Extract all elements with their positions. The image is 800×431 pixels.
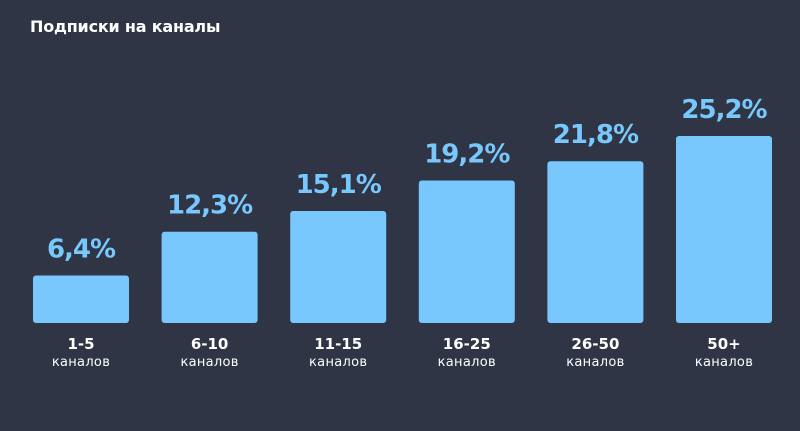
bar-6-10 xyxy=(161,231,258,323)
category-label: 26-50 xyxy=(571,335,619,353)
value-label: 15,1% xyxy=(296,170,382,200)
value-label: 6,4% xyxy=(47,235,116,265)
category-unit-label: каналов xyxy=(695,355,753,370)
value-label: 25,2% xyxy=(681,95,767,125)
category-unit-label: каналов xyxy=(309,355,367,370)
category-unit-label: каналов xyxy=(566,355,624,370)
category-unit-label: каналов xyxy=(180,355,238,370)
category-label: 6-10 xyxy=(191,335,229,353)
value-label: 21,8% xyxy=(553,120,639,150)
bar-16-25 xyxy=(418,180,515,323)
category-unit-label: каналов xyxy=(52,355,110,370)
value-label: 12,3% xyxy=(167,191,253,221)
bar-50+ xyxy=(676,136,772,323)
bar-11-15 xyxy=(290,210,387,323)
value-label: 19,2% xyxy=(424,140,510,170)
bar-1-5 xyxy=(33,275,129,323)
category-label: 16-25 xyxy=(443,335,491,353)
category-unit-label: каналов xyxy=(438,355,496,370)
bar-26-50 xyxy=(547,161,644,323)
category-label: 1-5 xyxy=(67,335,94,353)
category-label: 11-15 xyxy=(314,335,362,353)
category-label: 50+ xyxy=(707,335,740,353)
chart-title: Подписки на каналы xyxy=(30,17,221,36)
